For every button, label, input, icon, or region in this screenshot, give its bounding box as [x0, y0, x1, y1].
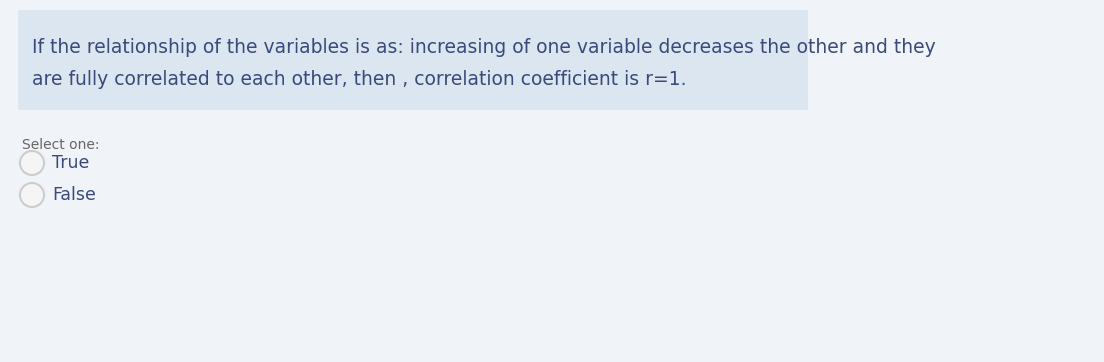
Ellipse shape	[20, 151, 44, 175]
Text: are fully correlated to each other, then , correlation coefficient is r=1.: are fully correlated to each other, then…	[32, 70, 687, 89]
FancyBboxPatch shape	[18, 10, 808, 110]
Text: True: True	[52, 154, 89, 172]
Text: If the relationship of the variables is as: increasing of one variable decreases: If the relationship of the variables is …	[32, 38, 936, 57]
Ellipse shape	[20, 183, 44, 207]
Text: False: False	[52, 186, 96, 204]
Text: Select one:: Select one:	[22, 138, 99, 152]
